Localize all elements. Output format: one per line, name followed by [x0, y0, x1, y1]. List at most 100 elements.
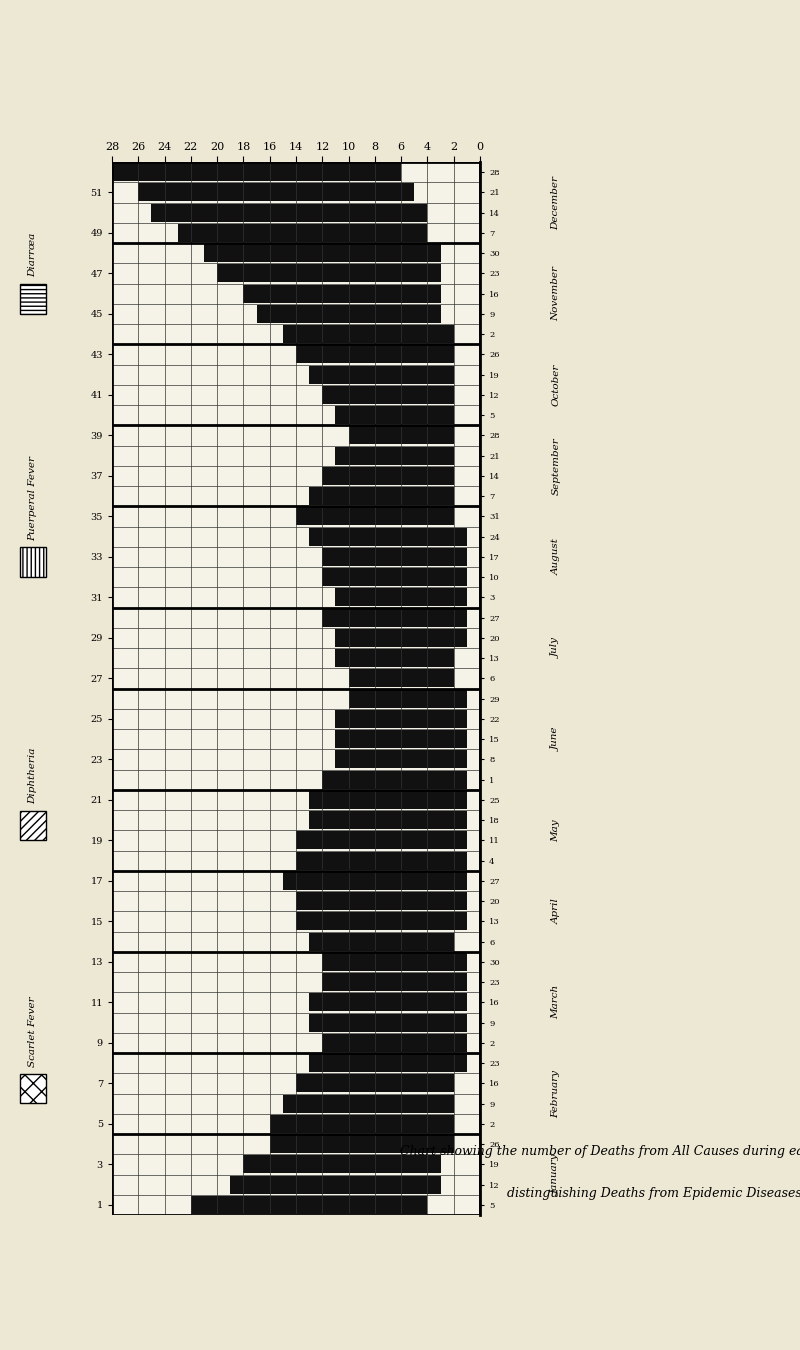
Text: August: August [551, 539, 561, 575]
Bar [467, 973, 480, 991]
Bar [309, 366, 480, 383]
Text: November: November [551, 266, 561, 321]
Bar [270, 1135, 480, 1153]
Bar [467, 953, 480, 971]
Bar [322, 568, 480, 586]
Bar [454, 447, 480, 464]
Text: February: February [551, 1069, 561, 1118]
Bar [427, 204, 480, 221]
Bar [467, 589, 480, 606]
Bar [322, 467, 480, 485]
Bar [454, 325, 480, 343]
Bar [296, 832, 480, 849]
Bar [270, 1115, 480, 1133]
Text: April: April [551, 898, 561, 925]
Text: March: March [551, 986, 561, 1019]
Bar [349, 690, 480, 707]
Bar [257, 305, 480, 323]
Bar [322, 771, 480, 788]
Bar [467, 771, 480, 788]
Bar [454, 467, 480, 485]
Bar [322, 973, 480, 991]
Bar [296, 346, 480, 363]
Bar [230, 1176, 480, 1193]
Bar [467, 791, 480, 809]
Bar [138, 184, 480, 201]
Bar [309, 1014, 480, 1031]
Bar [467, 892, 480, 910]
Bar [467, 1014, 480, 1031]
Bar [454, 427, 480, 444]
Bar [467, 710, 480, 728]
Bar [454, 487, 480, 505]
Bar [283, 325, 480, 343]
Bar [454, 649, 480, 667]
Bar [243, 1156, 480, 1173]
Bar [322, 386, 480, 404]
Text: December: December [551, 176, 561, 230]
Bar [467, 730, 480, 748]
Bar [335, 730, 480, 748]
Bar [467, 548, 480, 566]
Bar [151, 204, 480, 221]
Bar [401, 163, 480, 181]
Bar [178, 224, 480, 242]
Bar [309, 994, 480, 1011]
Bar [335, 406, 480, 424]
Bar [309, 791, 480, 809]
Bar [467, 609, 480, 626]
Bar [112, 163, 480, 181]
Bar [467, 872, 480, 890]
Bar [441, 1156, 480, 1173]
Text: June: June [551, 728, 561, 751]
Bar [322, 548, 480, 566]
Text: distinguishing Deaths from Epidemic Diseases.: distinguishing Deaths from Epidemic Dise… [506, 1188, 800, 1200]
Bar [335, 447, 480, 464]
Bar [309, 487, 480, 505]
Text: Chart showing the number of Deaths from All Causes during each week in 1907,: Chart showing the number of Deaths from … [400, 1145, 800, 1158]
Bar [296, 852, 480, 869]
Bar [296, 508, 480, 525]
Bar [454, 366, 480, 383]
Bar [454, 1095, 480, 1112]
Bar [322, 609, 480, 626]
Bar [454, 1075, 480, 1092]
Bar [467, 1054, 480, 1072]
Bar [467, 811, 480, 829]
Bar [467, 832, 480, 849]
Bar [441, 285, 480, 302]
Bar [191, 1196, 480, 1214]
Bar [467, 528, 480, 545]
Bar [349, 427, 480, 444]
Bar [454, 933, 480, 950]
Text: Scarlet Fever: Scarlet Fever [28, 996, 38, 1066]
Bar [309, 933, 480, 950]
Bar [296, 1075, 480, 1092]
Bar [309, 811, 480, 829]
Bar [441, 1176, 480, 1193]
Bar [322, 1034, 480, 1052]
Text: September: September [551, 437, 561, 494]
Bar [335, 710, 480, 728]
Bar [349, 670, 480, 687]
Bar [467, 629, 480, 647]
Bar [454, 346, 480, 363]
Text: January: January [551, 1154, 561, 1195]
Bar [296, 892, 480, 910]
Bar [414, 184, 480, 201]
Bar [283, 1095, 480, 1112]
Bar [283, 872, 480, 890]
Bar [427, 224, 480, 242]
Bar [467, 690, 480, 707]
Bar [467, 994, 480, 1011]
Bar [309, 1054, 480, 1072]
Bar [454, 1115, 480, 1133]
Bar [467, 751, 480, 768]
Bar [335, 751, 480, 768]
Text: Puerperal Fever: Puerperal Fever [28, 455, 38, 540]
Bar [467, 852, 480, 869]
Bar [296, 913, 480, 930]
Text: Diphtheria: Diphtheria [28, 748, 38, 803]
Bar [454, 1135, 480, 1153]
Bar [335, 629, 480, 647]
